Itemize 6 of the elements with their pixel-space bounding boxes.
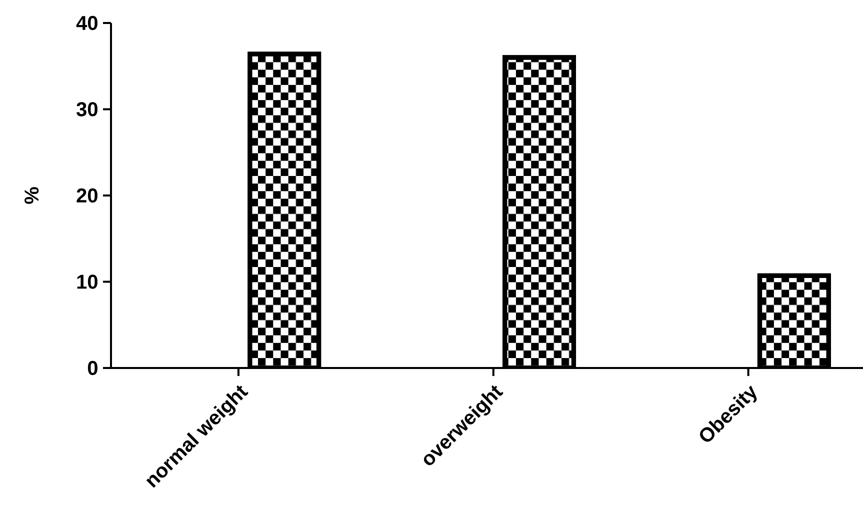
y-tick-label: 40 [76,16,98,30]
y-tick-label: 0 [88,360,98,376]
y-tick-label: 10 [77,274,98,289]
y-axis-title: % [24,187,39,204]
y-tick-label: 20 [76,188,98,203]
y-tick-label: 30 [76,102,98,116]
